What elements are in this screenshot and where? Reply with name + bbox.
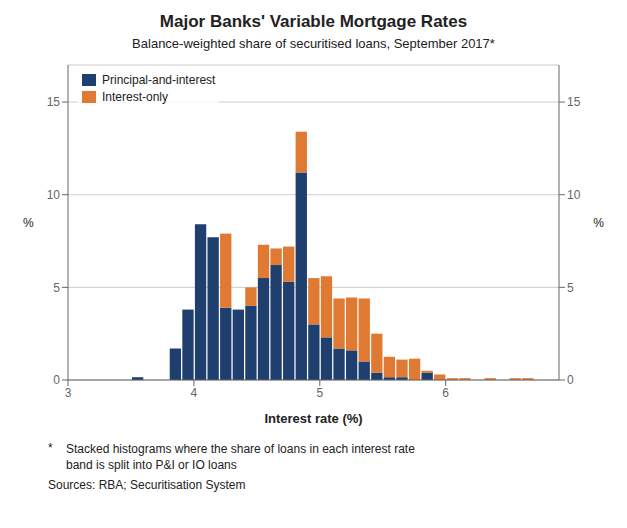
html-text:Sources: RBA; Securitisation S: Sources: RBA; Securitisation System: [48, 478, 246, 492]
svg-text:%: %: [593, 216, 604, 230]
svg-text:15: 15: [47, 95, 61, 109]
svg-text:%: %: [23, 216, 34, 230]
html-text:Balance-weighted share of secu: Balance-weighted share of securitised lo…: [132, 36, 495, 51]
html-text:Interest-only: Interest-only: [102, 90, 168, 104]
html-text:Principal-and-interest: Principal-and-interest: [102, 73, 216, 87]
svg-text:0: 0: [567, 373, 574, 387]
html-text:Stacked histograms where the s: Stacked histograms where the share of lo…: [66, 442, 415, 456]
svg-text:5: 5: [567, 281, 574, 295]
html-text:Major Banks' Variable Mortgage: Major Banks' Variable Mortgage Rates: [159, 12, 468, 31]
svg-text:0: 0: [53, 373, 60, 387]
svg-text:10: 10: [567, 188, 581, 202]
svg-text:15: 15: [567, 95, 581, 109]
svg-text:5: 5: [316, 386, 323, 400]
svg-text:10: 10: [47, 188, 61, 202]
svg-text:5: 5: [53, 281, 60, 295]
svg-text:4: 4: [191, 386, 198, 400]
svg-text:Interest rate (%): Interest rate (%): [264, 411, 362, 426]
svg-text:3: 3: [65, 386, 72, 400]
svg-text:6: 6: [442, 386, 449, 400]
html-text:band is split into P&I or IO l: band is split into P&I or IO loans: [66, 458, 237, 472]
